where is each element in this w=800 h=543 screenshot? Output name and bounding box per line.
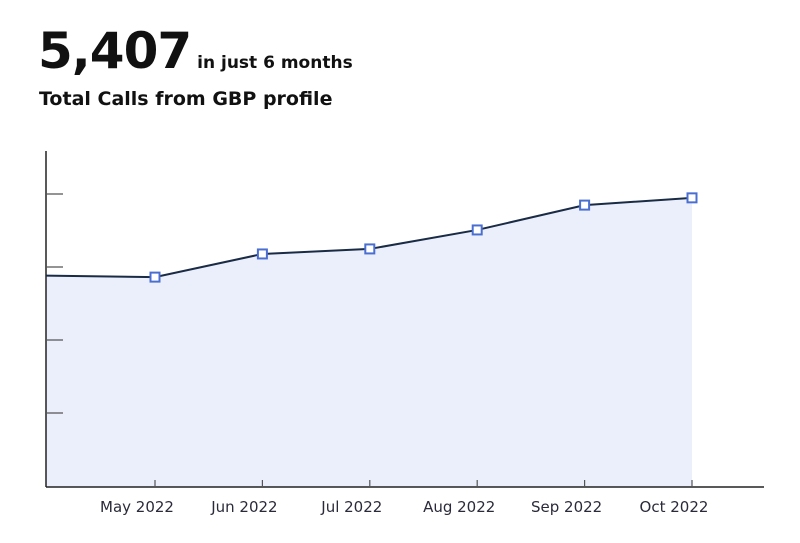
chart-subtitle: Total Calls from GBP profile [39,88,333,110]
x-tick-label: May 2022 [100,498,174,516]
x-tick-label: Sep 2022 [531,498,602,516]
period-note: in just 6 months [197,53,353,73]
axes [45,151,764,488]
data-point-marker [686,192,698,204]
x-tick-label: Jul 2022 [320,498,382,516]
total-calls-value: 5,407 [38,22,192,80]
data-point-marker [471,224,483,236]
headline: 5,407 in just 6 months [38,26,353,76]
data-markers [149,192,698,283]
area-polygon [46,197,692,487]
x-tick-label: Oct 2022 [640,498,709,516]
data-point-marker [149,271,161,283]
data-point-marker [364,243,376,255]
x-tick-label: Jun 2022 [210,498,277,516]
x-axis-labels: May 2022 Jun 2022 Jul 2022 Aug 2022 Sep 2022… [100,498,708,516]
data-point-marker [256,248,268,260]
data-point-marker [579,199,591,211]
x-tick-label: Aug 2022 [423,498,495,516]
area-fill [46,197,692,487]
